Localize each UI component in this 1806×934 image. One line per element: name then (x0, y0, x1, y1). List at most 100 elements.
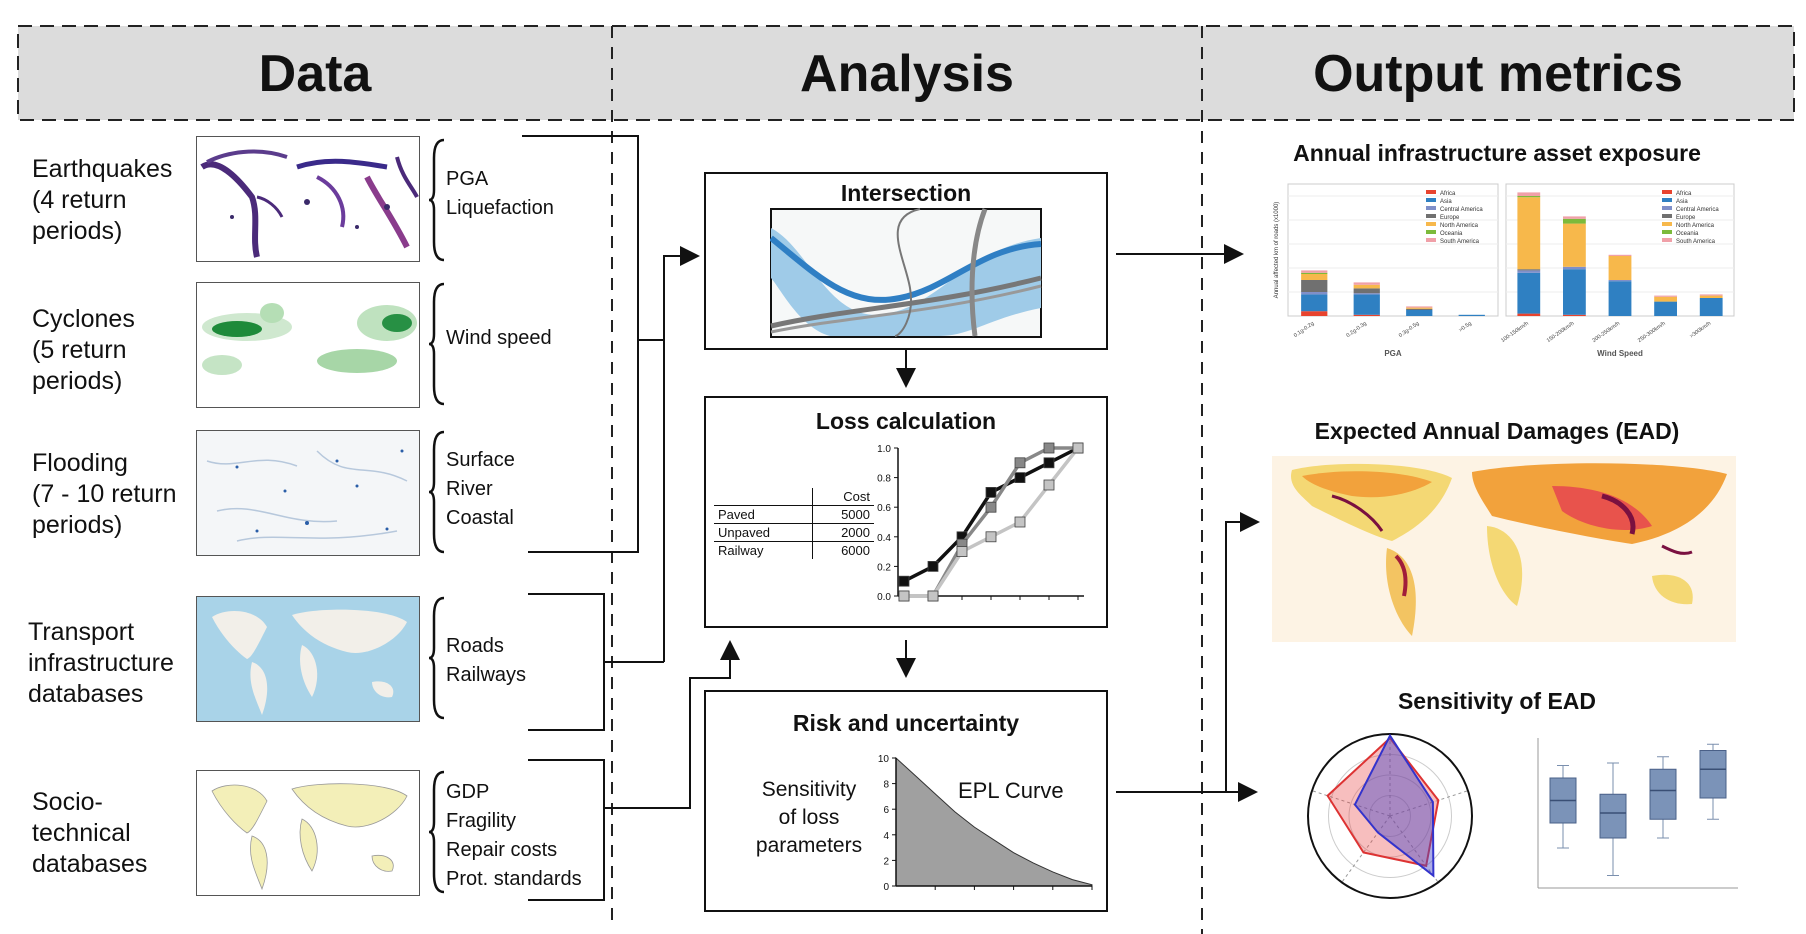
source-label-socio: Socio- technical databases (32, 788, 148, 878)
exposure-bar-segment (1406, 306, 1433, 308)
radar-axis (1389, 815, 1439, 883)
loss-curve-point (1043, 457, 1055, 469)
exposure-bar-segment (1406, 308, 1433, 310)
exposure-x-tick-label: 150-200km/h (1546, 321, 1576, 344)
radar-axis (1341, 815, 1391, 883)
loss-curve-point (1072, 442, 1084, 454)
cost-row-name: Railway (714, 541, 814, 559)
loss-curve-point (1014, 472, 1026, 483)
loss-curve-line (904, 446, 1078, 598)
brace-cyclones (428, 282, 445, 406)
param-railways: Railways (446, 664, 527, 686)
sensitivity-label: Sensitivity of loss parameters (755, 778, 863, 857)
box-iqr (1599, 793, 1627, 839)
exposure-bar-segment (1301, 270, 1328, 273)
loss-curve-point (927, 561, 939, 572)
loss-curve-point (1014, 457, 1026, 469)
loss-curve-point (985, 501, 997, 513)
brace-flooding (428, 430, 445, 554)
exposure-x-tick-label: 0.3g-0.5g (1398, 321, 1420, 339)
exposure-bar-charts: Annual affected km of roads (x1000) 0.1g-… (1274, 183, 1735, 358)
legend-swatch (1426, 222, 1436, 226)
param-coastal: Coastal (446, 507, 514, 529)
ead-title: Expected Annual Damages (EAD) (1314, 418, 1680, 444)
loss-curve-point (956, 546, 968, 557)
socio-map-thumbnail (196, 770, 420, 896)
legend-label: Africa (1676, 191, 1692, 197)
exposure-bar-segment (1563, 269, 1586, 315)
radar-series (1353, 733, 1435, 878)
intersection-title: Intersection (840, 180, 972, 206)
exposure-bar-segment (1406, 310, 1433, 316)
param-pga: PGA (446, 168, 489, 190)
loss-curve-point (898, 590, 910, 602)
earthquake-map-thumbnail (196, 136, 420, 262)
exposure-bar-segment (1301, 274, 1328, 280)
header-data: Data (258, 45, 372, 103)
legend-label: Asia (1676, 199, 1688, 205)
legend-label: Asia (1440, 199, 1452, 205)
exposure-bar-segment (1563, 266, 1586, 270)
source-label-earthquakes: Earthquakes (4 return periods) (32, 155, 173, 245)
loss-curve-point (985, 531, 997, 543)
ead-world-map (1272, 456, 1736, 642)
exposure-x-tick-label: >0.5g (1458, 321, 1473, 334)
transport-map-thumbnail (196, 596, 420, 722)
param-liquefaction: Liquefaction (446, 197, 554, 219)
epl-y-tick-label: 2 (883, 856, 889, 867)
loss-title: Loss calculation (815, 408, 997, 434)
cyclone-map-thumbnail (196, 282, 420, 408)
exposure-bar-segment (1608, 254, 1632, 256)
exposure-bar-segment (1301, 294, 1328, 312)
legend-swatch (1426, 190, 1436, 194)
legend-swatch (1426, 238, 1436, 242)
exposure-bar-segment (1301, 292, 1328, 295)
loss-curve-point (1043, 442, 1055, 454)
exposure-bar-segment (1301, 311, 1328, 316)
param-fragility: Fragility (446, 810, 517, 832)
legend-label: Oceania (1676, 231, 1699, 237)
legend-swatch (1426, 198, 1436, 202)
legend-swatch (1662, 230, 1672, 234)
cost-row-value: 2000 (841, 525, 870, 540)
exposure-bar-segment (1654, 296, 1677, 302)
exposure-bar-segment (1563, 223, 1586, 267)
brace-earthquakes (428, 138, 445, 262)
radar-ring (1348, 774, 1432, 858)
legend-label: Central America (1440, 207, 1483, 213)
exposure-x-tick-label: 250-300km/h (1637, 321, 1667, 344)
params-socio: GDP Fragility Repair costs Prot. standar… (446, 778, 582, 894)
epl-y-tick-label: 8 (883, 780, 889, 791)
exposure-bar-segment (1517, 272, 1541, 314)
exposure-bar-segment (1517, 196, 1541, 198)
epl-y-tick-label: 10 (878, 754, 890, 765)
params-earthquakes: PGA Liquefaction (446, 165, 554, 223)
intersection-box: Intersection (704, 172, 1108, 350)
exposure-bar-segment (1517, 269, 1541, 271)
exposure-bar-segment (1608, 280, 1632, 282)
exposure-bar-segment (1353, 284, 1380, 289)
exposure-bar-segment (1301, 272, 1328, 274)
param-repair-costs: Repair costs (446, 839, 558, 861)
exposure-y-label: Annual affected km of roads (x1000) (1274, 202, 1280, 299)
exposure-bar-segment (1654, 301, 1677, 316)
sensitivity-ead-title: Sensitivity of EAD (1397, 688, 1597, 714)
legend-swatch (1426, 214, 1436, 218)
exposure-x-tick-label: 200-250km/h (1591, 321, 1621, 344)
epl-y-tick-label: 6 (883, 805, 889, 816)
loss-y-tick-label: 1.0 (877, 444, 891, 455)
cost-row-value: 5000 (841, 507, 870, 522)
flood-map-thumbnail (196, 430, 420, 556)
exposure-bar-segment (1406, 307, 1433, 309)
param-prot-standards: Prot. standards (446, 868, 582, 890)
legend-swatch (1426, 206, 1436, 210)
loss-y-tick-label: 0.8 (877, 474, 891, 485)
legend-swatch (1662, 238, 1672, 242)
brace-transport (428, 596, 445, 720)
cost-row-name: Paved (714, 505, 814, 524)
intersection-illustration (770, 208, 1042, 338)
loss-y-tick-label: 0.6 (877, 503, 891, 514)
exposure-bar-segment (1353, 288, 1380, 294)
legend-label: North America (1676, 223, 1715, 229)
legend-label: Oceania (1440, 231, 1463, 237)
